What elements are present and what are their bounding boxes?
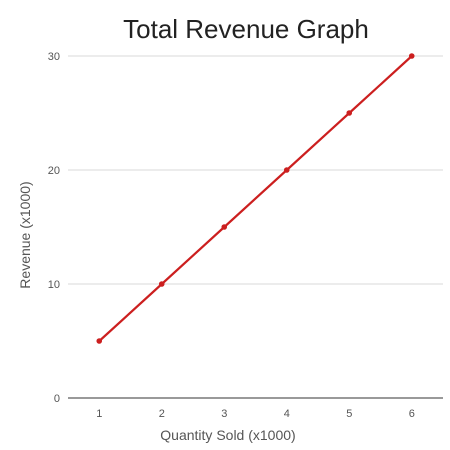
x-axis-label: Quantity Sold (x1000) — [160, 427, 295, 443]
x-tick-label: 2 — [159, 408, 165, 420]
y-tick-label: 0 — [54, 393, 60, 405]
x-tick-label: 5 — [346, 408, 352, 420]
x-tick-label: 6 — [409, 408, 415, 420]
data-point — [158, 281, 165, 287]
data-point — [96, 338, 103, 344]
y-tick-label: 10 — [48, 279, 60, 291]
data-point — [408, 53, 415, 59]
y-tick-label: 30 — [48, 51, 60, 63]
chart-title: Total Revenue Graph — [123, 14, 369, 44]
x-tick-label: 1 — [96, 408, 102, 420]
x-tick-label: 3 — [221, 408, 227, 420]
data-point — [221, 224, 228, 230]
tick-labels: 0 10 20 30 1 2 3 4 5 6 — [48, 51, 415, 420]
series-layer — [96, 53, 415, 344]
series-line — [98, 54, 413, 343]
x-tick-label: 4 — [284, 408, 290, 420]
data-point — [283, 167, 290, 173]
gridlines — [68, 55, 443, 285]
data-point — [346, 110, 353, 116]
y-tick-label: 20 — [48, 165, 60, 177]
y-axis-label: Revenue (x1000) — [17, 181, 33, 288]
